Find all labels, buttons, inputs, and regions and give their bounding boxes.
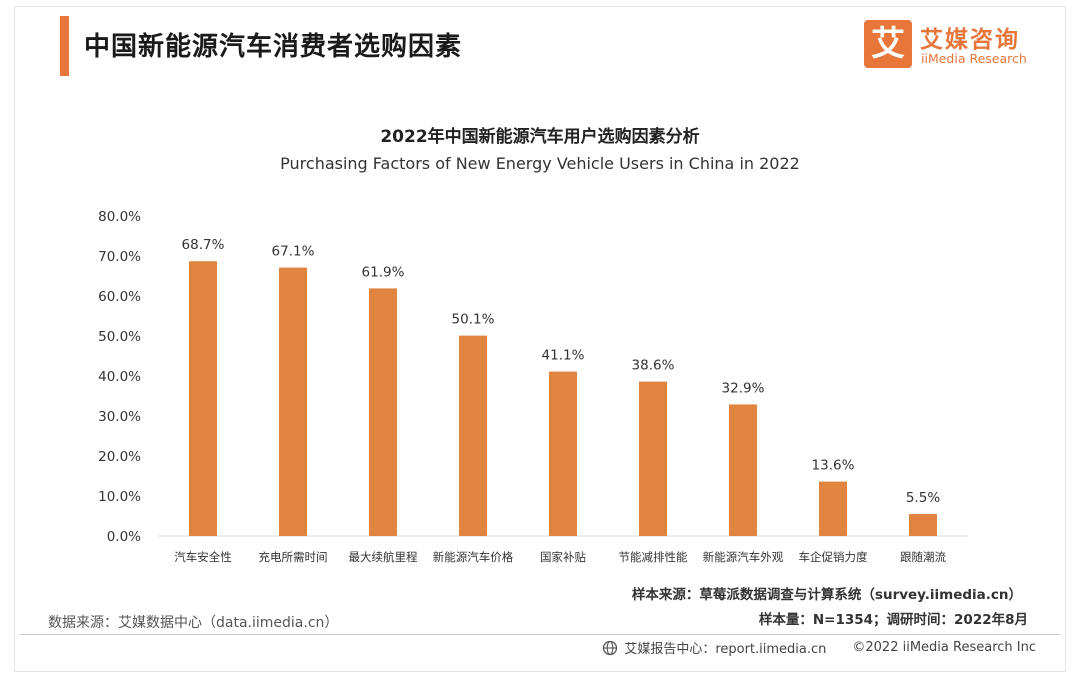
- bar: [189, 261, 217, 536]
- data-label: 50.1%: [452, 312, 495, 328]
- bar: [279, 267, 307, 536]
- y-tick-label: 50.0%: [98, 329, 141, 345]
- y-tick-label: 0.0%: [107, 529, 141, 545]
- data-label: 5.5%: [906, 490, 940, 506]
- logo-name-cn: 艾媒咨询: [920, 27, 1020, 53]
- bar: [819, 481, 847, 536]
- footer-report: 艾媒报告中心：report.iimedia.cn: [624, 642, 827, 657]
- x-tick-label: 节能减排性能: [619, 550, 688, 564]
- y-tick-label: 20.0%: [98, 449, 141, 465]
- y-tick-label: 80.0%: [98, 209, 141, 225]
- sample-info: 样本量：N=1354；调研时间：2022年8月: [758, 612, 1028, 628]
- globe-icon: [603, 640, 618, 655]
- bar: [459, 335, 487, 536]
- x-tick-label: 国家补贴: [540, 550, 586, 564]
- x-tick-label: 新能源汽车外观: [703, 550, 784, 564]
- title-accent-bar: [60, 16, 69, 76]
- data-source: 数据来源：艾媒数据中心（data.iimedia.cn）: [48, 615, 339, 631]
- data-label: 68.7%: [182, 237, 225, 253]
- bar: [909, 514, 937, 536]
- x-tick-label: 跟随潮流: [900, 550, 946, 564]
- y-tick-label: 70.0%: [98, 249, 141, 265]
- x-tick-label: 新能源汽车价格: [433, 550, 514, 564]
- sample-source: 样本来源：草莓派数据调查与计算系统（survey.iimedia.cn）: [631, 587, 1022, 603]
- logo-mark-icon: 艾: [864, 20, 912, 68]
- footer-divider: [20, 634, 1060, 635]
- y-tick-label: 30.0%: [98, 409, 141, 425]
- y-tick-label: 60.0%: [98, 289, 141, 305]
- bar: [639, 381, 667, 536]
- data-label: 41.1%: [542, 348, 585, 364]
- x-tick-label: 最大续航里程: [349, 550, 418, 564]
- bar: [729, 404, 757, 536]
- bar: [549, 371, 577, 536]
- footer-copyright: ©2022 iiMedia Research Inc: [852, 640, 1036, 655]
- data-label: 38.6%: [632, 358, 675, 374]
- y-tick-label: 10.0%: [98, 489, 141, 505]
- bar-chart: 0.0% 10.0% 20.0% 30.0% 40.0% 50.0% 60.0% 70.0% 8…: [98, 209, 968, 564]
- x-tick-label: 汽车安全性: [174, 550, 232, 564]
- data-label: 13.6%: [812, 458, 855, 474]
- data-label: 61.9%: [362, 264, 405, 280]
- iimedia-logo: 艾 艾媒咨询 iiMedia Research: [864, 20, 1044, 70]
- x-tick-label: 充电所需时间: [259, 550, 328, 564]
- footer: 艾媒报告中心：report.iimedia.cn ©2022 iiMedia R…: [602, 638, 1036, 657]
- page-title: 中国新能源汽车消费者选购因素: [84, 32, 463, 62]
- data-label: 32.9%: [722, 380, 765, 396]
- chart-title: 2022年中国新能源汽车用户选购因素分析: [380, 127, 700, 147]
- y-tick-label: 40.0%: [98, 369, 141, 385]
- chart-subtitle: Purchasing Factors of New Energy Vehicle…: [280, 154, 800, 173]
- x-tick-label: 车企促销力度: [799, 550, 868, 564]
- logo-name-en: iiMedia Research: [921, 51, 1027, 66]
- bar: [369, 288, 397, 536]
- data-label: 67.1%: [272, 244, 315, 260]
